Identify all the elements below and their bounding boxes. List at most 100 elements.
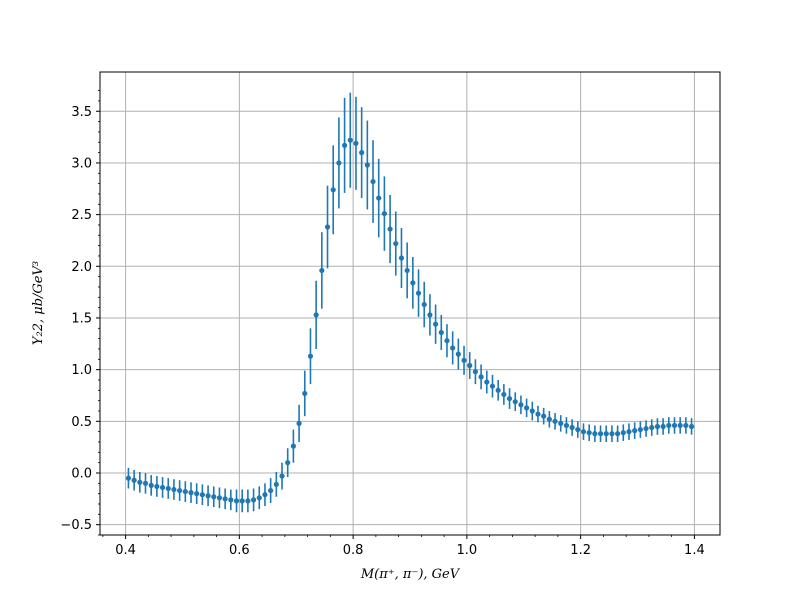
data-point	[279, 473, 285, 479]
data-point	[637, 426, 643, 433]
data-point	[569, 424, 575, 431]
data-point	[370, 178, 376, 185]
data-point	[666, 422, 672, 429]
data-point	[495, 387, 501, 393]
y-tick-label: −0.5	[60, 518, 92, 533]
data-point	[330, 187, 336, 193]
data-point	[688, 423, 695, 430]
data-point	[233, 498, 240, 504]
data-point	[211, 494, 217, 500]
data-point	[319, 267, 325, 274]
data-point	[444, 338, 450, 344]
data-point	[609, 431, 615, 437]
y-tick-label: 0.0	[71, 466, 92, 481]
data-point	[285, 460, 291, 466]
data-point	[410, 280, 416, 286]
data-point	[341, 142, 348, 148]
x-tick-label: 1.0	[457, 543, 478, 558]
data-point	[586, 430, 592, 436]
y-tick-label: 3.0	[71, 156, 92, 171]
data-point	[683, 422, 689, 429]
x-tick-label: 1.2	[570, 543, 591, 558]
data-point	[290, 443, 296, 449]
data-point	[626, 429, 632, 435]
data-point	[131, 477, 137, 483]
data-point	[404, 267, 410, 274]
data-point	[216, 495, 223, 501]
data-point	[398, 255, 405, 261]
data-point	[455, 351, 461, 357]
data-point	[302, 390, 308, 397]
data-point	[256, 495, 262, 501]
ticks: 0.4 0.6 0.8 1.0 1.2 1.4 −0.5 0.0 0.5 1.0 1.5 2.0 2.5…	[60, 90, 705, 558]
data-point	[649, 424, 655, 431]
data-point	[137, 479, 143, 485]
data-point	[336, 160, 342, 166]
data-point	[205, 493, 211, 499]
data-point	[620, 430, 626, 436]
data-point	[387, 226, 393, 232]
data-point	[501, 391, 507, 398]
data-point	[273, 481, 279, 487]
y-tick-label: 1.5	[71, 311, 92, 326]
grid	[100, 72, 720, 535]
data-point	[154, 483, 160, 490]
data-point	[552, 418, 558, 424]
y-tick-label: 1.0	[71, 363, 92, 378]
data-point	[427, 312, 433, 318]
data-point	[660, 423, 666, 430]
data-point	[324, 224, 331, 230]
data-point	[575, 426, 581, 433]
data-point	[467, 362, 473, 369]
x-tick-label: 0.6	[229, 543, 250, 558]
data-point	[472, 369, 479, 375]
data-point	[506, 395, 513, 402]
data-point	[489, 383, 496, 389]
data-point	[438, 329, 444, 336]
data-point	[597, 431, 604, 437]
data-point	[563, 422, 570, 429]
data-point	[580, 429, 587, 435]
y-tick-label: 2.5	[71, 208, 92, 223]
data-point	[461, 357, 467, 363]
data-point	[245, 498, 251, 504]
data-point	[558, 420, 564, 426]
data-point	[393, 240, 399, 247]
data-point	[177, 487, 183, 494]
data-point	[518, 402, 524, 408]
data-point	[643, 425, 649, 432]
data-point	[159, 484, 166, 491]
y-tick-label: 0.5	[71, 415, 92, 430]
data-point	[592, 431, 598, 437]
data-point	[307, 353, 314, 359]
data-point	[677, 422, 683, 429]
data-point	[364, 162, 370, 168]
data-point	[296, 420, 302, 426]
data-point	[415, 290, 422, 296]
data-point	[228, 497, 234, 503]
y-tick-label: 2.0	[71, 260, 92, 275]
data-point	[529, 408, 535, 414]
data-point	[671, 422, 678, 429]
x-axis-label: M(π⁺, π⁻), GeV	[360, 567, 461, 582]
data-point	[376, 195, 382, 201]
data-point	[359, 150, 365, 156]
data-point	[222, 496, 228, 502]
data-point	[199, 492, 205, 498]
data-point	[165, 485, 171, 492]
data-point	[654, 423, 661, 430]
data-point	[450, 345, 456, 351]
data-point	[347, 137, 353, 143]
x-tick-label: 0.4	[115, 543, 136, 558]
data-point	[535, 411, 541, 417]
x-tick-label: 0.8	[343, 543, 364, 558]
data-point	[632, 428, 638, 434]
data-point	[194, 491, 200, 497]
plot-frame	[99, 71, 721, 536]
data-point	[512, 399, 518, 405]
y-tick-label: 3.5	[71, 105, 92, 120]
data-point	[125, 475, 132, 481]
data-point	[478, 374, 484, 380]
data-point	[148, 482, 154, 488]
